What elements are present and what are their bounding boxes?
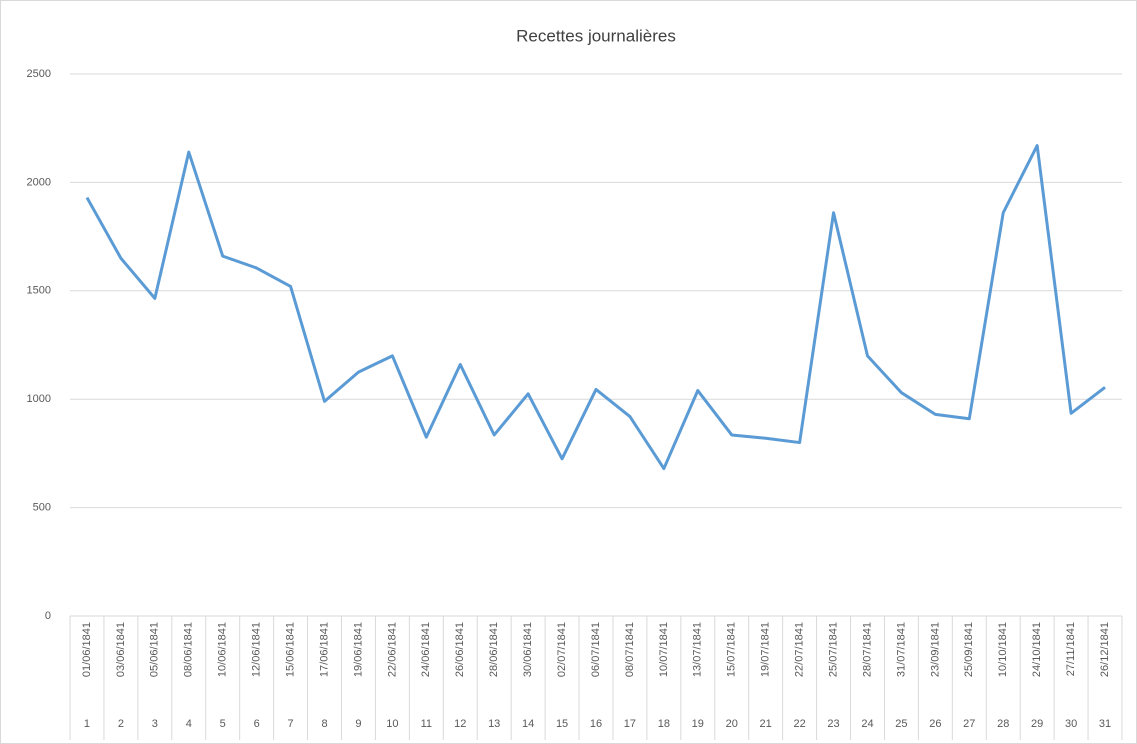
x-tick-number: 17	[624, 718, 636, 730]
x-tick-label: 24/10/1841	[1031, 622, 1043, 677]
x-tick-number: 25	[895, 718, 907, 730]
x-tick-label: 23/09/1841	[929, 622, 941, 677]
x-tick-number: 10	[386, 718, 398, 730]
x-tick-label: 22/07/1841	[794, 622, 806, 677]
x-tick-label: 03/06/1841	[115, 622, 127, 677]
x-tick-number: 19	[692, 718, 704, 730]
y-tick-label: 0	[45, 610, 51, 622]
x-tick-number: 26	[929, 718, 941, 730]
x-tick-number: 4	[186, 718, 192, 730]
x-tick-label: 28/07/1841	[861, 622, 873, 677]
x-tick-number: 30	[1065, 718, 1077, 730]
x-tick-label: 22/06/1841	[386, 622, 398, 677]
y-tick-label: 2500	[27, 68, 51, 80]
x-tick-number: 3	[152, 718, 158, 730]
x-tick-label: 19/06/1841	[352, 622, 364, 677]
x-tick-number: 27	[963, 718, 975, 730]
x-tick-number: 6	[254, 718, 260, 730]
x-tick-label: 05/06/1841	[149, 622, 161, 677]
x-tick-number: 13	[488, 718, 500, 730]
y-tick-label: 1000	[27, 393, 51, 405]
x-tick-label: 31/07/1841	[895, 622, 907, 677]
x-tick-number: 23	[827, 718, 839, 730]
x-tick-label: 08/06/1841	[183, 622, 195, 677]
x-tick-label: 26/12/1841	[1099, 622, 1111, 677]
x-tick-number: 16	[590, 718, 602, 730]
y-tick-label: 2000	[27, 176, 51, 188]
x-tick-label: 12/06/1841	[251, 622, 263, 677]
y-tick-label: 1500	[27, 285, 51, 297]
x-tick-number: 11	[421, 718, 432, 730]
x-tick-label: 01/06/1841	[81, 622, 93, 677]
data-line	[85, 144, 1106, 471]
x-tick-number: 2	[118, 718, 124, 730]
x-tick-number: 12	[454, 718, 466, 730]
x-tick-number: 18	[658, 718, 670, 730]
x-tick-number: 24	[861, 718, 873, 730]
x-tick-label: 10/10/1841	[997, 622, 1009, 677]
x-tick-number: 22	[793, 718, 805, 730]
x-tick-label: 19/07/1841	[760, 622, 772, 677]
x-tick-label: 25/09/1841	[963, 622, 975, 677]
x-tick-label: 15/06/1841	[284, 622, 296, 677]
y-tick-label: 500	[33, 502, 51, 514]
chart-title: Recettes journalières	[516, 26, 676, 45]
x-tick-label: 10/07/1841	[658, 622, 670, 677]
x-tick-label: 10/06/1841	[217, 622, 229, 677]
x-tick-label: 30/06/1841	[522, 622, 534, 677]
x-tick-number: 14	[522, 718, 534, 730]
x-tick-label: 06/07/1841	[590, 622, 602, 677]
x-tick-number: 29	[1031, 718, 1043, 730]
x-tick-number: 8	[321, 718, 327, 730]
x-tick-number: 9	[355, 718, 361, 730]
x-tick-number: 1	[84, 718, 90, 730]
x-tick-label: 15/07/1841	[726, 622, 738, 677]
x-tick-number: 31	[1099, 718, 1111, 730]
x-tick-number: 5	[220, 718, 226, 730]
x-tick-label: 25/07/1841	[827, 622, 839, 677]
x-tick-number: 15	[556, 718, 568, 730]
x-tick-number: 21	[760, 718, 772, 730]
x-tick-label: 13/07/1841	[692, 622, 704, 677]
x-tick-label: 08/07/1841	[624, 622, 636, 677]
x-tick-label: 27/11/1841	[1065, 622, 1077, 676]
x-tick-label: 28/06/1841	[488, 622, 500, 677]
x-tick-number: 28	[997, 718, 1009, 730]
x-tick-label: 26/06/1841	[454, 622, 466, 677]
x-tick-label: 17/06/1841	[318, 622, 330, 677]
x-tick-label: 24/06/1841	[420, 622, 432, 677]
x-tick-number: 20	[726, 718, 738, 730]
x-tick-label: 02/07/1841	[556, 622, 568, 677]
x-tick-number: 7	[288, 718, 294, 730]
